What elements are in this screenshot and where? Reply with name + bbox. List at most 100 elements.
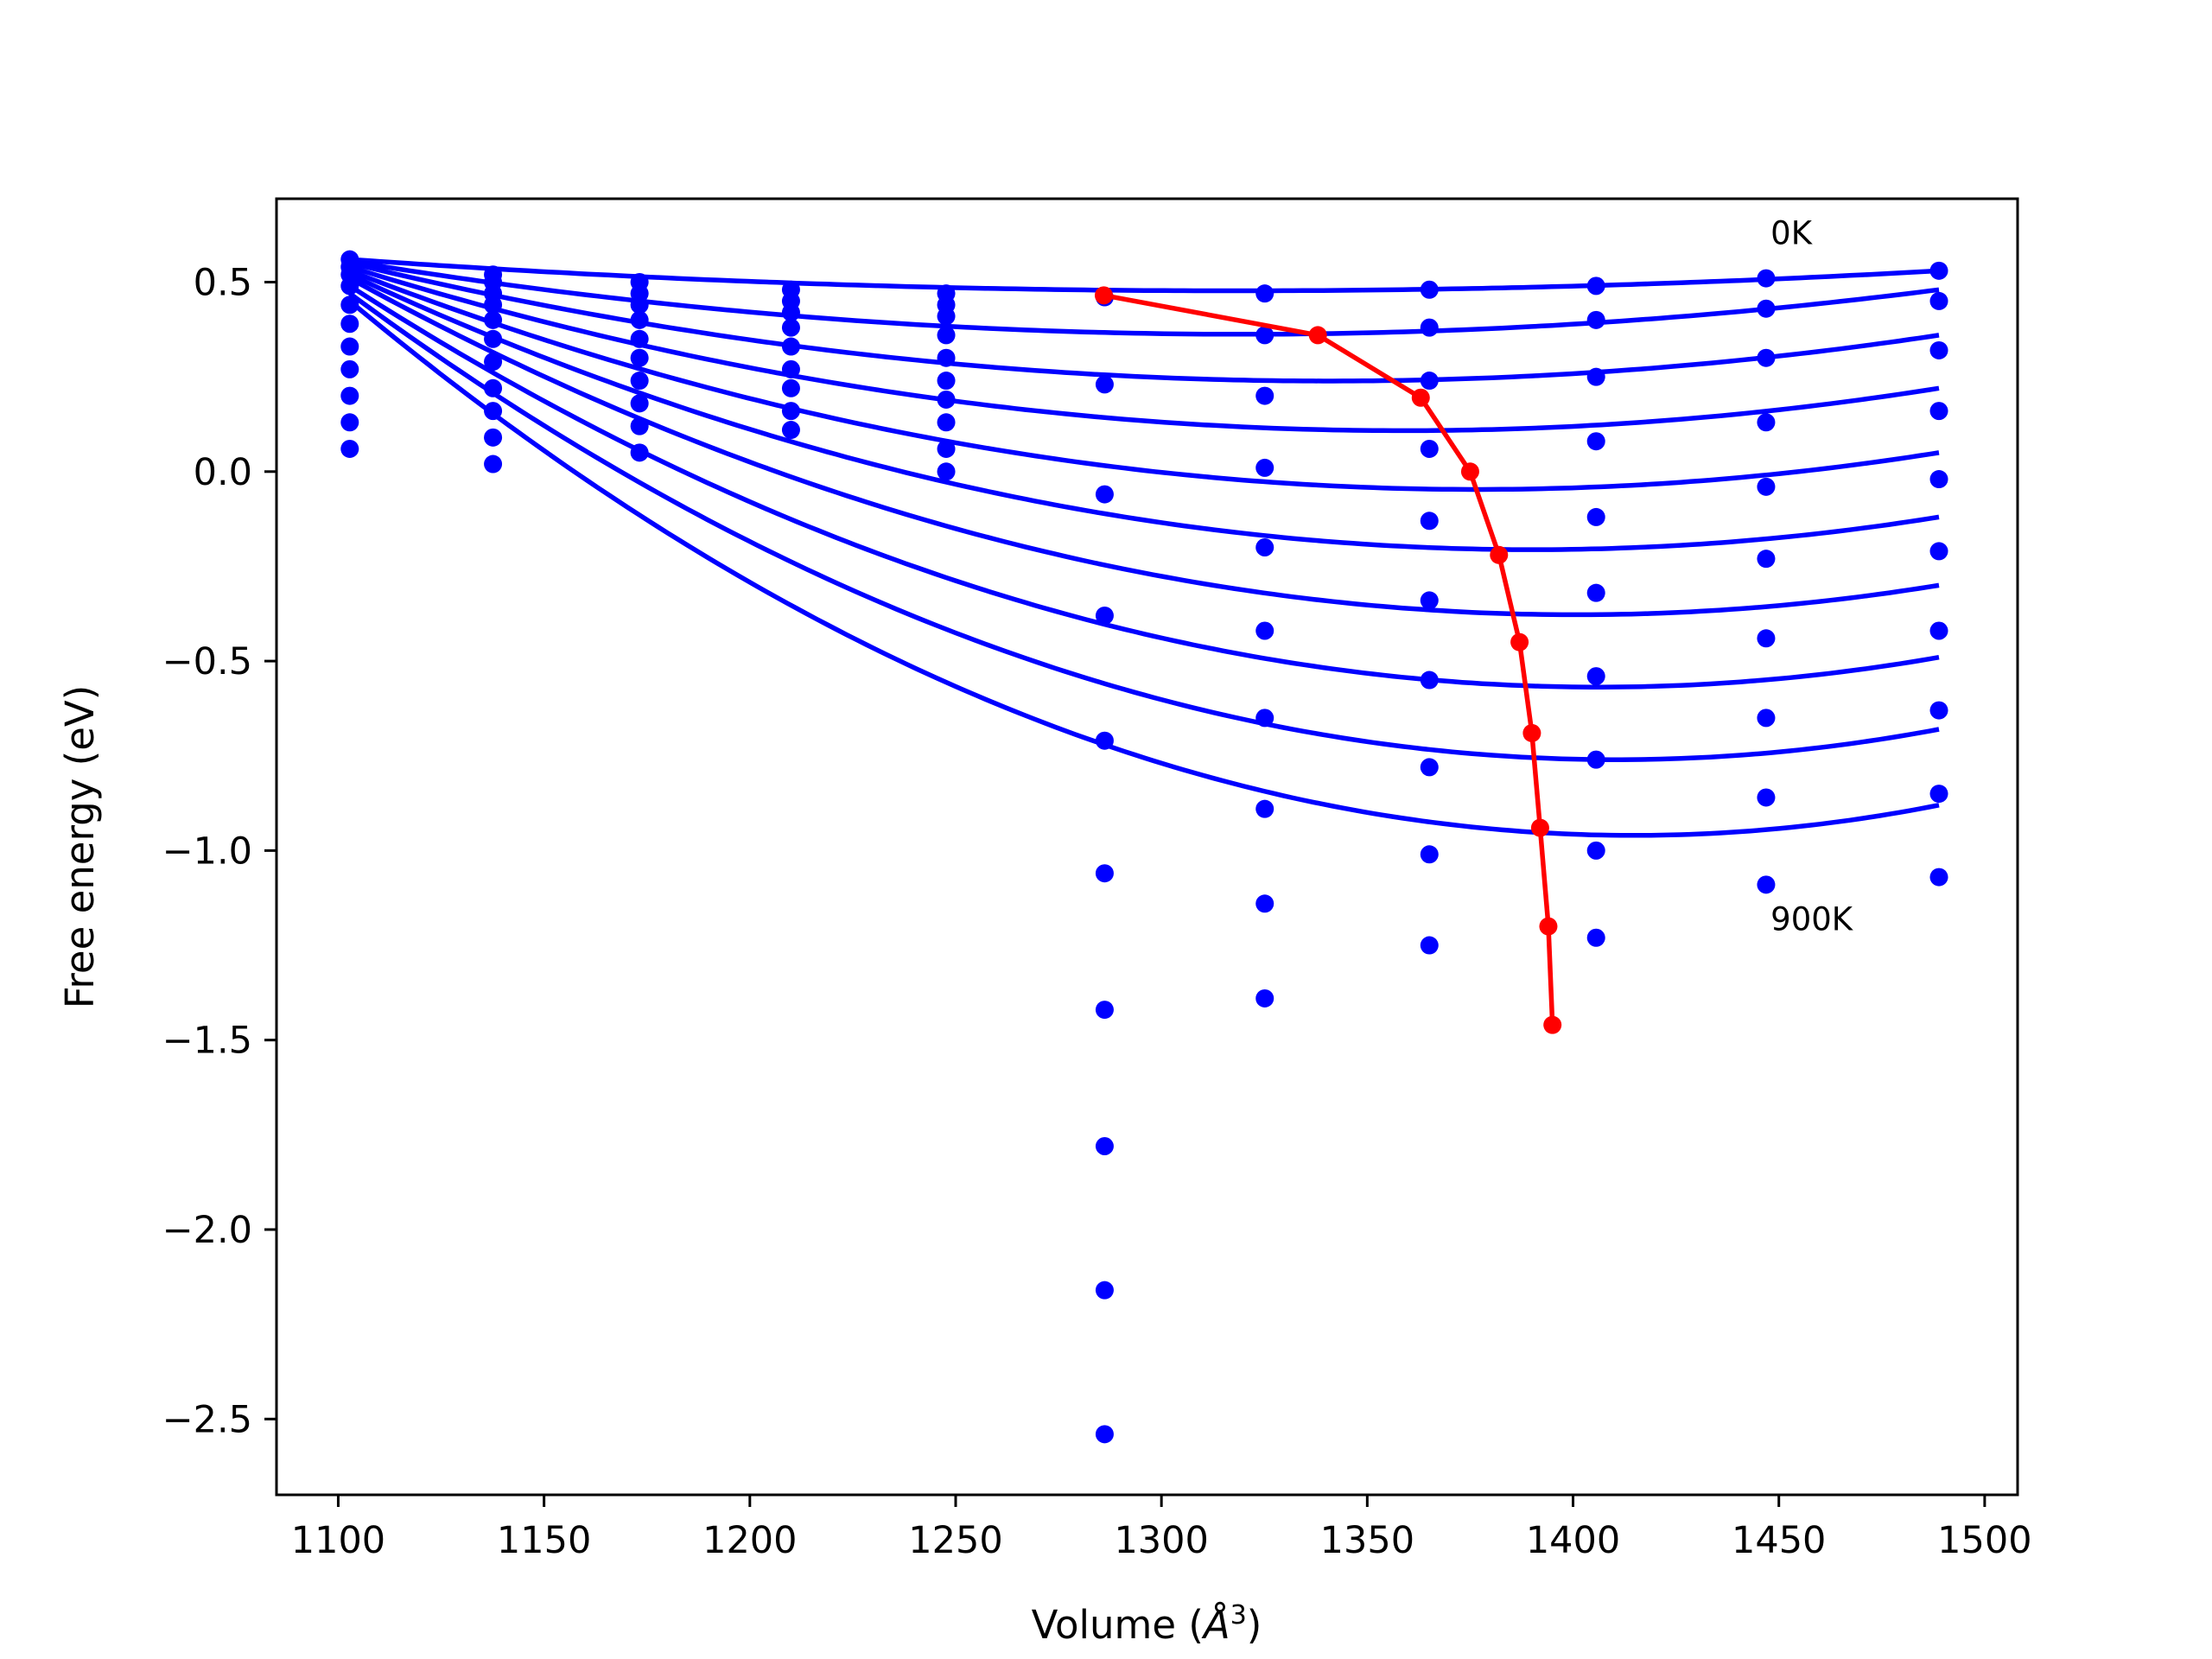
data-point-10-5 bbox=[1929, 542, 1948, 561]
y-tick-label-3: −1.0 bbox=[162, 830, 252, 873]
data-point-4-9 bbox=[937, 462, 956, 481]
fit-curve-5 bbox=[348, 272, 1940, 552]
data-point-7-2 bbox=[1420, 372, 1439, 391]
data-point-10-1 bbox=[1929, 291, 1948, 310]
data-point-9-6 bbox=[1757, 629, 1776, 648]
x-tick-label-1150: 1150 bbox=[497, 1519, 591, 1562]
data-point-4-2 bbox=[937, 307, 956, 326]
y-axis-ticks: 0.5 0.0 −0.5 −1.0 −1.5 −2.0 −2.5 bbox=[162, 261, 276, 1441]
data-point-2-2 bbox=[630, 296, 649, 315]
data-point-3-4 bbox=[781, 337, 800, 356]
data-point-8-8 bbox=[1586, 841, 1605, 860]
plot-frame bbox=[275, 197, 2019, 1497]
annotation-1: 900K bbox=[1770, 900, 1854, 938]
minimum-point-2 bbox=[1411, 388, 1430, 407]
data-point-4-8 bbox=[937, 439, 956, 458]
data-point-8-3 bbox=[1586, 432, 1605, 451]
x-tick-label-1350: 1350 bbox=[1320, 1519, 1414, 1562]
data-point-1-5 bbox=[484, 329, 503, 348]
data-point-10-7 bbox=[1929, 701, 1948, 720]
fit-curve-3 bbox=[348, 264, 1940, 434]
x-tick-label-1250: 1250 bbox=[908, 1519, 1002, 1562]
data-point-9-2 bbox=[1757, 348, 1776, 367]
data-point-4-6 bbox=[937, 390, 956, 409]
fit-curve-8 bbox=[348, 291, 1940, 762]
data-point-2-6 bbox=[630, 372, 649, 391]
data-point-9-0 bbox=[1757, 269, 1776, 288]
minimum-point-8 bbox=[1539, 917, 1558, 936]
data-point-1-9 bbox=[484, 428, 503, 447]
data-point-7-4 bbox=[1420, 512, 1439, 531]
data-point-7-8 bbox=[1420, 845, 1439, 864]
data-point-2-4 bbox=[630, 329, 649, 348]
data-point-10-4 bbox=[1929, 470, 1948, 489]
fit-curve-4 bbox=[348, 268, 1940, 493]
data-point-8-1 bbox=[1586, 310, 1605, 329]
data-point-5-9 bbox=[1095, 1425, 1114, 1444]
data-point-3-8 bbox=[781, 421, 800, 440]
data-point-5-1 bbox=[1095, 375, 1114, 394]
data-point-0-6 bbox=[340, 337, 359, 356]
data-point-5-2 bbox=[1095, 485, 1114, 504]
data-point-3-7 bbox=[781, 402, 800, 421]
data-point-5-5 bbox=[1095, 864, 1114, 883]
data-point-9-3 bbox=[1757, 413, 1776, 432]
data-point-3-2 bbox=[781, 303, 800, 322]
data-point-7-6 bbox=[1420, 671, 1439, 690]
data-point-2-9 bbox=[630, 443, 649, 462]
minimum-point-0 bbox=[1094, 286, 1113, 305]
fit-curve-9 bbox=[348, 299, 1940, 838]
x-axis-label: Volume (Å3) bbox=[1032, 1600, 1262, 1649]
x-tick-label-1500: 1500 bbox=[1937, 1519, 2031, 1562]
y-tick-label-2: −0.5 bbox=[162, 640, 252, 683]
y-tick-label-5: −2.0 bbox=[162, 1209, 252, 1252]
minimum-point-4 bbox=[1490, 545, 1509, 564]
data-point-6-3 bbox=[1255, 458, 1274, 477]
data-point-1-6 bbox=[484, 353, 503, 372]
minimum-point-9 bbox=[1543, 1015, 1562, 1034]
data-point-7-5 bbox=[1420, 591, 1439, 610]
data-point-0-7 bbox=[340, 359, 359, 378]
fit-curve-6 bbox=[348, 276, 1940, 618]
data-point-10-6 bbox=[1929, 621, 1948, 640]
y-tick-label-6: −2.5 bbox=[162, 1398, 252, 1441]
x-tick-label-1300: 1300 bbox=[1114, 1519, 1208, 1562]
y-tick-label-0: 0.5 bbox=[194, 261, 252, 304]
data-point-7-0 bbox=[1420, 280, 1439, 299]
data-point-4-4 bbox=[937, 348, 956, 367]
data-point-1-8 bbox=[484, 402, 503, 421]
data-point-2-8 bbox=[630, 416, 649, 435]
data-point-8-7 bbox=[1586, 750, 1605, 769]
data-point-9-9 bbox=[1757, 875, 1776, 894]
data-point-7-1 bbox=[1420, 318, 1439, 337]
minimum-point-6 bbox=[1522, 723, 1541, 742]
curves-layer bbox=[348, 257, 1940, 838]
minimum-point-7 bbox=[1530, 818, 1549, 837]
x-axis-ticks: 1100 1150 1200 1250 1300 1350 1400 1450 1500 bbox=[291, 1495, 2032, 1562]
y-tick-label-4: −1.5 bbox=[162, 1020, 252, 1063]
data-point-10-9 bbox=[1929, 868, 1948, 887]
data-point-8-9 bbox=[1586, 928, 1605, 947]
points-layer bbox=[340, 250, 1948, 1444]
data-point-3-6 bbox=[781, 378, 800, 397]
y-tick-label-1: 0.0 bbox=[194, 451, 252, 494]
fit-curve-0 bbox=[349, 257, 1940, 294]
data-point-6-0 bbox=[1255, 284, 1274, 303]
data-point-9-5 bbox=[1757, 550, 1776, 569]
data-point-7-9 bbox=[1420, 936, 1439, 955]
data-point-3-5 bbox=[781, 359, 800, 378]
x-tick-label-1200: 1200 bbox=[702, 1519, 797, 1562]
data-point-5-3 bbox=[1095, 606, 1114, 625]
data-point-6-6 bbox=[1255, 709, 1274, 728]
data-point-1-10 bbox=[484, 454, 503, 474]
data-point-8-2 bbox=[1586, 367, 1605, 386]
x-tick-label-1450: 1450 bbox=[1732, 1519, 1826, 1562]
fit-curve-7 bbox=[348, 283, 1940, 690]
data-point-4-3 bbox=[937, 326, 956, 345]
minimum-point-1 bbox=[1308, 326, 1327, 345]
x-tick-label-1400: 1400 bbox=[1526, 1519, 1620, 1562]
annotations-layer: 0K 900K bbox=[1770, 215, 1854, 938]
x-tick-label-1100: 1100 bbox=[291, 1519, 385, 1562]
data-point-5-6 bbox=[1095, 1001, 1114, 1020]
